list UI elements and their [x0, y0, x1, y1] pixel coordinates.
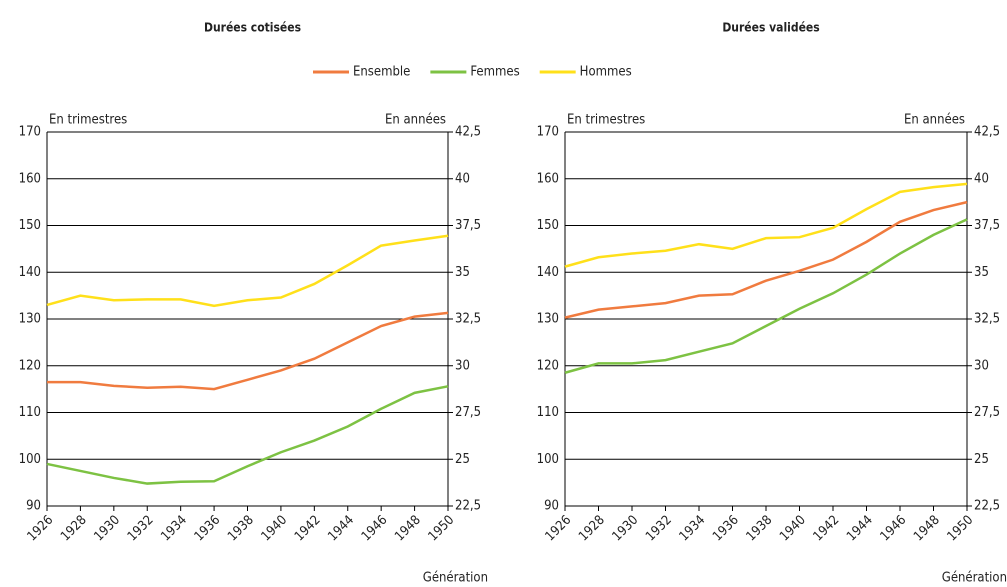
x-tick-label: 1942: [292, 513, 324, 545]
y2-axis-label: En années: [385, 113, 446, 128]
y2-tick-label: 37,5: [974, 218, 1000, 233]
x-axis-label: Génération: [423, 571, 488, 586]
chart-title: Durées validées: [722, 21, 819, 35]
x-tick-label: 1928: [58, 513, 90, 545]
y-tick-label: 150: [537, 218, 559, 233]
x-tick-label: 1950: [945, 513, 977, 545]
x-tick-label: 1946: [878, 513, 910, 545]
y-tick-label: 120: [537, 358, 559, 373]
y2-tick-label: 37,5: [455, 218, 481, 233]
y-tick-label: 110: [19, 405, 41, 420]
x-tick-label: 1940: [259, 513, 291, 545]
y-tick-label: 100: [537, 452, 559, 467]
x-tick-label: 1934: [158, 513, 190, 545]
y2-tick-label: 27,5: [974, 405, 1000, 420]
y-tick-label: 90: [544, 499, 559, 514]
y2-tick-label: 42,5: [455, 125, 481, 140]
x-tick-label: 1948: [911, 513, 943, 545]
y2-tick-label: 27,5: [455, 405, 481, 420]
y-tick-label: 100: [19, 452, 41, 467]
x-tick-label: 1942: [811, 513, 843, 545]
y2-tick-label: 25: [974, 452, 989, 467]
legend-label: Femmes: [470, 65, 519, 80]
y-tick-label: 130: [19, 312, 41, 327]
y-tick-label: 170: [19, 125, 41, 140]
x-tick-label: 1932: [125, 513, 157, 545]
series-line: Hommes: [564, 182, 968, 268]
y2-tick-label: 25: [455, 452, 470, 467]
x-tick-label: 1944: [325, 513, 357, 545]
y-tick-label: 160: [537, 171, 559, 186]
x-tick-label: 1936: [192, 513, 224, 545]
x-tick-label: 1950: [426, 513, 458, 545]
series-line: Femmes: [564, 218, 968, 374]
x-tick-label: 1938: [744, 513, 776, 545]
series-line: [47, 311, 449, 391]
y-axis-label: En trimestres: [567, 113, 645, 128]
y2-tick-label: 32,5: [974, 312, 1000, 327]
x-tick-label: 1926: [543, 513, 575, 545]
x-axis-label: Génération: [942, 571, 1007, 586]
y2-tick-label: 35: [974, 265, 989, 280]
x-tick-label: 1934: [677, 513, 709, 545]
y-tick-label: 130: [537, 312, 559, 327]
y2-tick-label: 30: [974, 358, 989, 373]
y-tick-label: 110: [537, 405, 559, 420]
x-tick-label: 1932: [643, 513, 675, 545]
x-tick-label: 1930: [610, 513, 642, 545]
y-tick-label: 90: [26, 499, 41, 514]
y2-tick-label: 40: [455, 171, 470, 186]
legend-label: Hommes: [580, 65, 632, 80]
y-tick-label: 140: [537, 265, 559, 280]
y-tick-label: 160: [19, 171, 41, 186]
x-tick-label: 1940: [777, 513, 809, 545]
x-tick-label: 1936: [710, 513, 742, 545]
x-tick-label: 1930: [91, 513, 123, 545]
y2-axis-label: En années: [904, 113, 965, 128]
x-tick-label: 1938: [225, 513, 257, 545]
y2-tick-label: 42,5: [974, 125, 1000, 140]
x-tick-label: 1928: [576, 513, 608, 545]
series-line: [46, 385, 449, 485]
y2-tick-label: 22,5: [974, 499, 1000, 514]
y2-tick-label: 35: [455, 265, 470, 280]
x-tick-label: 1948: [392, 513, 424, 545]
chart-title: Durées cotisées: [204, 21, 301, 35]
y2-tick-label: 40: [974, 171, 989, 186]
y-tick-label: 150: [19, 218, 41, 233]
x-tick-label: 1926: [25, 513, 57, 545]
legend-label: Ensemble: [353, 65, 410, 80]
y-tick-label: 140: [19, 265, 41, 280]
x-tick-label: 1944: [844, 513, 876, 545]
y2-tick-label: 22,5: [455, 499, 481, 514]
series-line: [46, 234, 449, 308]
y2-tick-label: 32,5: [455, 312, 481, 327]
y2-tick-label: 30: [455, 358, 470, 373]
y-tick-label: 170: [537, 125, 559, 140]
y-tick-label: 120: [19, 358, 41, 373]
x-tick-label: 1946: [359, 513, 391, 545]
y-axis-label: En trimestres: [49, 113, 127, 128]
series-line: Ensemble: [564, 200, 968, 319]
